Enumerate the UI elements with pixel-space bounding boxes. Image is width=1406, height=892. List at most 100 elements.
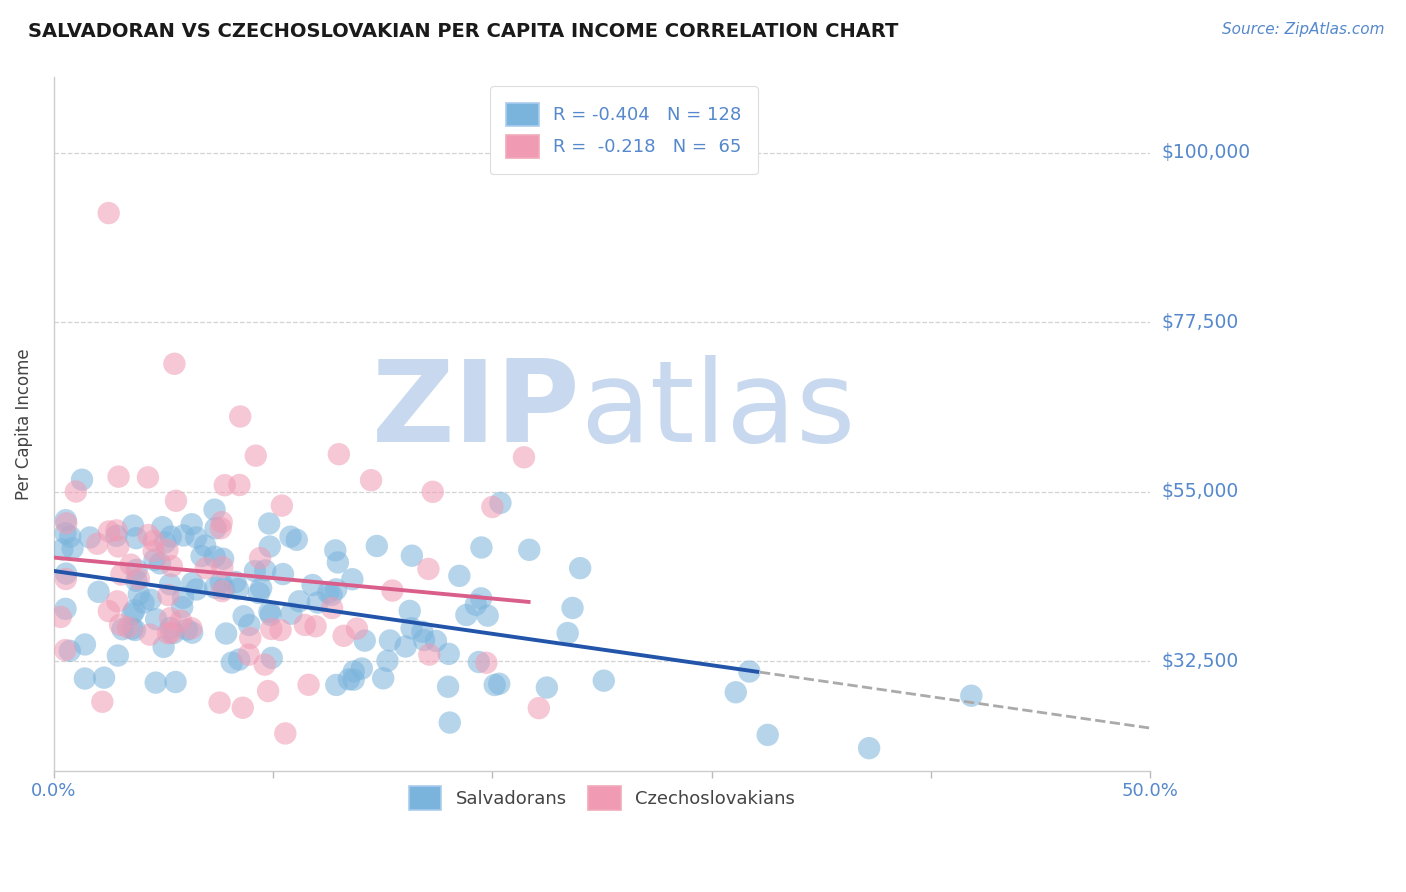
Point [332,629,354,643]
Point [470,541,492,555]
Point [418,562,440,576]
Point [70,473,93,487]
Point [418,648,440,662]
Point [488,677,510,691]
Point [724,685,747,699]
Point [160,625,183,640]
Point [238,648,260,662]
Point [215,626,238,640]
Point [373,671,395,685]
Point [456,607,478,622]
Point [79,531,101,545]
Point [321,601,343,615]
Point [124,623,146,637]
Point [125,563,148,577]
Point [120,558,142,572]
Point [159,611,181,625]
Point [97,206,120,220]
Point [259,540,281,554]
Point [55,526,77,541]
Point [211,584,233,599]
Point [211,560,233,574]
Point [229,409,252,424]
Point [225,574,247,589]
Point [481,500,503,514]
Point [422,484,444,499]
Y-axis label: Per Capita Income: Per Capita Income [15,348,32,500]
Point [228,652,250,666]
Point [232,700,254,714]
Point [413,633,436,648]
Point [150,520,173,534]
Text: Source: ZipAtlas.com: Source: ZipAtlas.com [1222,22,1385,37]
Point [128,572,150,586]
Point [87,584,110,599]
Point [122,518,145,533]
Point [172,591,194,605]
Point [145,675,167,690]
Point [176,623,198,637]
Point [91,695,114,709]
Point [253,657,276,672]
Point [153,535,176,549]
Point [477,608,499,623]
Point [411,624,433,639]
Point [513,450,536,465]
Point [259,605,281,619]
Point [343,665,366,679]
Point [297,678,319,692]
Point [260,650,283,665]
Point [97,524,120,539]
Point [294,618,316,632]
Point [107,469,129,483]
Point [239,631,262,645]
Point [439,715,461,730]
Point [378,633,401,648]
Point [55,513,77,527]
Point [960,689,983,703]
Point [316,585,339,599]
Point [489,496,512,510]
Point [247,586,270,600]
Point [221,656,243,670]
Point [343,673,366,687]
Point [165,675,187,690]
Point [274,726,297,740]
Point [165,493,187,508]
Point [592,673,614,688]
Point [59,530,82,544]
Point [204,549,226,564]
Point [395,640,418,654]
Point [105,529,128,543]
Point [214,478,236,492]
Point [181,625,204,640]
Point [353,633,375,648]
Point [136,470,159,484]
Point [325,582,347,597]
Point [128,587,150,601]
Point [65,484,87,499]
Point [321,588,343,602]
Point [569,561,592,575]
Point [194,539,217,553]
Point [143,553,166,567]
Point [346,622,368,636]
Point [328,447,350,461]
Point [117,620,139,634]
Point [228,478,250,492]
Text: ZIP: ZIP [371,355,581,466]
Point [280,530,302,544]
Point [49,610,72,624]
Point [260,622,283,636]
Point [121,622,143,636]
Point [125,531,148,545]
Point [160,530,183,544]
Point [738,665,761,679]
Point [170,614,193,628]
Text: atlas: atlas [581,355,855,466]
Point [425,634,447,648]
Point [212,582,235,596]
Point [208,696,231,710]
Point [142,533,165,548]
Point [250,581,273,595]
